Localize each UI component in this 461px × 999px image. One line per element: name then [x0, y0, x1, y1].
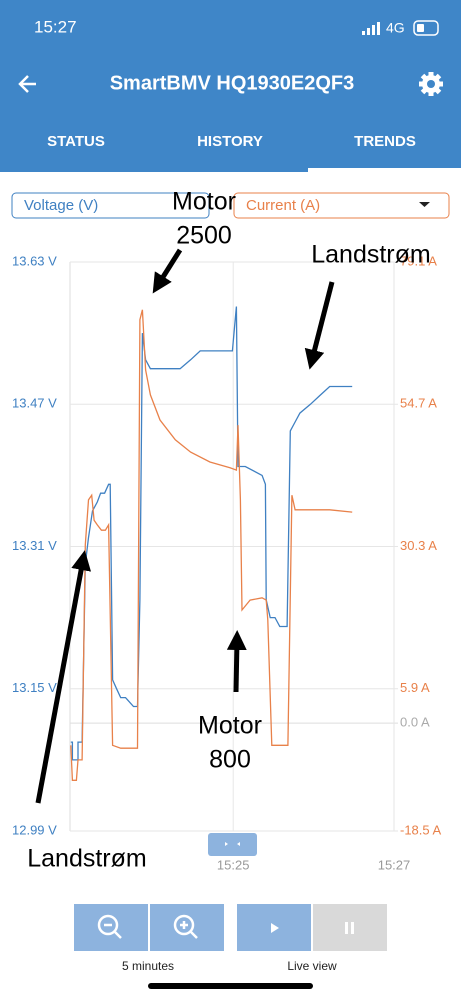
arrow — [152, 248, 183, 294]
chart: 12.99 V 13.15 V 13.31 V 13.47 V 13.63 V -18.5… — [12, 253, 442, 872]
zoom-icons — [97, 914, 198, 939]
tab-history[interactable]: HISTORY — [197, 133, 263, 150]
tab-trends[interactable]: TRENDS — [354, 133, 416, 150]
y2-tick-label: 5.9 A — [400, 680, 430, 695]
right-series-selector[interactable] — [233, 192, 450, 219]
live-label: Live view — [287, 959, 337, 973]
settings-button[interactable] — [419, 72, 443, 96]
battery-level — [417, 24, 424, 32]
zoom-label: 5 minutes — [122, 959, 174, 973]
y-tick-label: 13.47 V — [12, 396, 57, 411]
y2-tick-label: 79.1 A — [400, 253, 437, 268]
arrow — [226, 630, 247, 693]
y-tick-label: 13.15 V — [12, 680, 57, 695]
home-indicator — [148, 983, 313, 989]
left-series-selector[interactable] — [11, 192, 210, 219]
annotation: 800 — [209, 746, 251, 774]
scroll-handle-icon — [225, 842, 240, 846]
annotation: Landstrøm — [311, 241, 430, 269]
header-title: SmartBMV HQ1930E2QF3 — [110, 72, 355, 94]
x-tick-label: 15:27 — [378, 857, 411, 872]
left-series-name: Voltage (V) — [24, 197, 98, 214]
annotation: Landstrøm — [27, 845, 146, 873]
y-tick-label: 13.31 V — [12, 538, 57, 553]
pause-button[interactable] — [313, 904, 387, 951]
annotations: Motor 2500 Landstrøm Motor 800 Landstrøm — [27, 188, 430, 873]
annotation: Motor — [172, 188, 236, 216]
series-line — [70, 309, 353, 781]
pause-icon — [345, 922, 354, 934]
annotation: 2500 — [176, 222, 232, 250]
status-time: 15:27 — [34, 17, 77, 36]
y2-tick-label: 0.0 A — [400, 715, 430, 730]
annotation: Motor — [198, 712, 262, 740]
arrow — [304, 281, 335, 370]
arrow — [35, 550, 92, 804]
x-tick-label: 15:25 — [217, 857, 250, 872]
right-series-name: Current (A) — [246, 197, 320, 214]
play-icon — [271, 923, 279, 933]
network-type: 4G — [386, 20, 405, 36]
y2-tick-label: -18.5 A — [400, 822, 442, 837]
back-button[interactable] — [18, 75, 36, 93]
zoom-out-button[interactable] — [74, 904, 148, 951]
y-tick-label: 13.63 V — [12, 253, 57, 268]
zoom-in-button[interactable] — [150, 904, 224, 951]
y2-tick-label: 54.7 A — [400, 396, 437, 411]
dropdown-arrow — [419, 202, 430, 207]
signal-icon — [362, 22, 380, 35]
y-tick-label: 12.99 V — [12, 822, 57, 837]
tab-status[interactable]: STATUS — [47, 133, 105, 150]
y2-tick-label: 30.3 A — [400, 538, 437, 553]
app-bar — [0, 0, 461, 172]
scroll-handle[interactable] — [208, 833, 257, 856]
tab-indicator — [308, 168, 461, 172]
series-line — [70, 306, 353, 761]
battery-icon — [413, 20, 439, 36]
